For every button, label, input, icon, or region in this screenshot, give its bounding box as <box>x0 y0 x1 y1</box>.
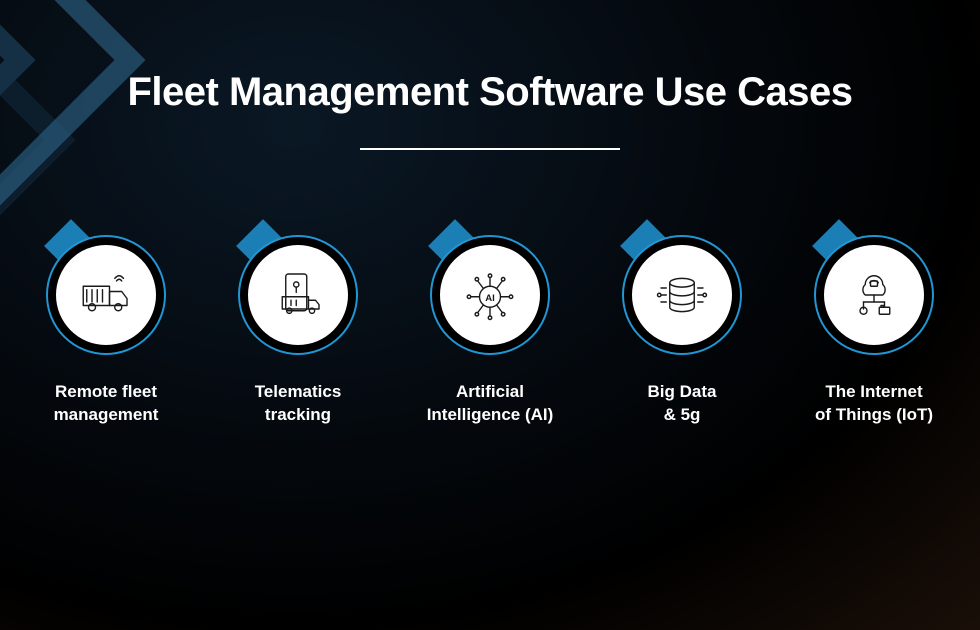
title-underline <box>360 148 620 150</box>
card-telematics: Telematics tracking <box>233 235 363 427</box>
circle-outer <box>814 235 934 355</box>
telematics-icon <box>270 267 326 323</box>
card-label: The Internet of Things (IoT) <box>815 381 933 427</box>
truck-icon <box>78 267 134 323</box>
card-label: Remote fleet management <box>54 381 159 427</box>
bigdata-icon <box>654 267 710 323</box>
circle-outer <box>238 235 358 355</box>
card-ai: AI Artificial Intelligence (AI) <box>425 235 555 427</box>
card-iot: The Internet of Things (IoT) <box>809 235 939 427</box>
circle-outer: AI <box>430 235 550 355</box>
circle-inner: AI <box>440 245 540 345</box>
ai-icon: AI <box>462 267 518 323</box>
circle-inner <box>632 245 732 345</box>
iot-icon <box>846 267 902 323</box>
circle-outer <box>622 235 742 355</box>
card-row: Remote fleet management <box>0 235 980 427</box>
page-title: Fleet Management Software Use Cases <box>0 70 980 115</box>
card-remote-fleet: Remote fleet management <box>41 235 171 427</box>
circle-inner <box>824 245 924 345</box>
circle-outer <box>46 235 166 355</box>
circle-inner <box>248 245 348 345</box>
card-label: Big Data & 5g <box>648 381 717 427</box>
circle-inner <box>56 245 156 345</box>
svg-text:AI: AI <box>485 293 495 304</box>
card-label: Telematics tracking <box>255 381 342 427</box>
card-bigdata: Big Data & 5g <box>617 235 747 427</box>
card-label: Artificial Intelligence (AI) <box>427 381 554 427</box>
